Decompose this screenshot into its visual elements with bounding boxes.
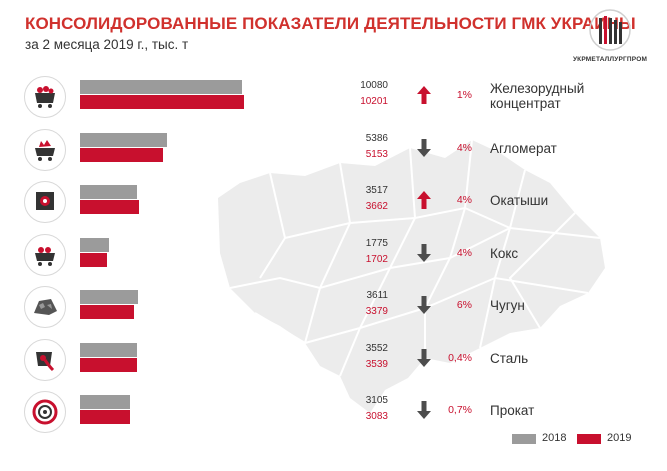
value-label-2018: 1775 <box>365 237 388 249</box>
arrow-down-icon <box>417 401 431 419</box>
change-percent: 0,4% <box>448 351 472 364</box>
coke-cart-icon <box>24 233 66 276</box>
legend-label-2018: 2018 <box>542 432 567 444</box>
value-label-2018: 3105 <box>365 395 388 406</box>
value-label-2019: 1702 <box>365 253 388 265</box>
value-label-2018: 3552 <box>365 342 388 354</box>
steel-ladle-icon <box>24 338 66 381</box>
rolled-coil-icon <box>24 391 66 433</box>
category-label: Железорудный концентрат <box>490 81 585 111</box>
arrow-down-icon <box>417 348 431 367</box>
change-percent: 0,7% <box>448 404 472 416</box>
value-label-2019: 3539 <box>365 358 388 370</box>
bar-2019 <box>80 95 244 109</box>
category-label: Агломерат <box>490 140 557 156</box>
category-label: Прокат <box>490 403 535 418</box>
bar-2018 <box>80 237 109 252</box>
bar-2019 <box>80 147 163 162</box>
chart-row: 3552 3539 0,4% Сталь <box>0 335 667 385</box>
value-label-2018: 3517 <box>365 185 388 196</box>
pig-iron-icon <box>24 286 66 328</box>
arrow-up-icon <box>417 86 431 104</box>
bar-2019 <box>80 410 130 424</box>
ukraine-map-background <box>218 139 605 413</box>
company-logo: УКРМЕТАЛЛУРГПРОМ <box>560 6 660 68</box>
bar-2018 <box>80 80 243 94</box>
chart-row: 1775 1702 4% Кокс <box>0 230 667 280</box>
ore-cart-icon <box>24 76 66 118</box>
bar-2019 <box>80 305 135 319</box>
bar-2018 <box>80 395 130 409</box>
change-percent: 4% <box>456 194 472 206</box>
chart-row: 3611 3379 6% Чугун <box>0 282 667 332</box>
chart-row: 10080 10201 1% Железорудный концентрат <box>0 72 667 122</box>
sinter-cart-icon <box>24 128 66 171</box>
legend-label-2019: 2019 <box>607 432 632 444</box>
bar-2018 <box>80 342 138 357</box>
bar-2019 <box>80 357 137 372</box>
bar-2019 <box>80 252 108 267</box>
logo-mark-icon <box>589 9 631 51</box>
value-label-2018: 3611 <box>366 290 388 301</box>
pellet-machine-icon <box>24 181 66 223</box>
category-label: Чугун <box>490 298 525 313</box>
change-percent: 4% <box>456 141 472 154</box>
bar-2018 <box>80 185 137 199</box>
chart-title: КОНСОЛИДОРОВАННЫЕ ПОКАЗАТЕЛИ ДЕЯТЕЛЬНОСТ… <box>25 14 636 33</box>
arrow-down-icon <box>417 296 431 314</box>
chart-row: 3105 3083 0,7% Прокат <box>0 387 667 437</box>
change-percent: 1% <box>456 89 472 101</box>
arrow-up-icon <box>417 191 431 209</box>
legend-swatch-2018 <box>512 434 536 444</box>
category-label: Окатыши <box>490 193 549 208</box>
category-label: Сталь <box>490 350 529 366</box>
value-label-2019: 10201 <box>360 96 388 107</box>
value-label-2019: 3083 <box>365 411 388 422</box>
legend-swatch-2019 <box>577 434 601 444</box>
value-label-2019: 3379 <box>365 306 388 317</box>
bar-2018 <box>80 290 139 304</box>
logo-text: УКРМЕТАЛЛУРГПРОМ <box>572 56 648 63</box>
value-label-2019: 3662 <box>365 201 388 212</box>
arrow-down-icon <box>417 138 431 157</box>
chart-row: 3517 3662 4% Окатыши <box>0 177 667 227</box>
category-label: Кокс <box>490 245 519 261</box>
value-label-2019: 5153 <box>365 148 388 160</box>
value-label-2018: 5386 <box>365 132 388 144</box>
bar-2018 <box>80 132 167 147</box>
value-label-2018: 10080 <box>360 80 388 91</box>
change-percent: 6% <box>456 299 472 311</box>
bar-2019 <box>80 200 139 214</box>
chart-subtitle: за 2 месяца 2019 г., тыс. т <box>25 37 189 52</box>
change-percent: 4% <box>456 246 472 259</box>
arrow-down-icon <box>417 243 431 262</box>
chart-row: 5386 5153 4% Агломерат <box>0 125 667 175</box>
